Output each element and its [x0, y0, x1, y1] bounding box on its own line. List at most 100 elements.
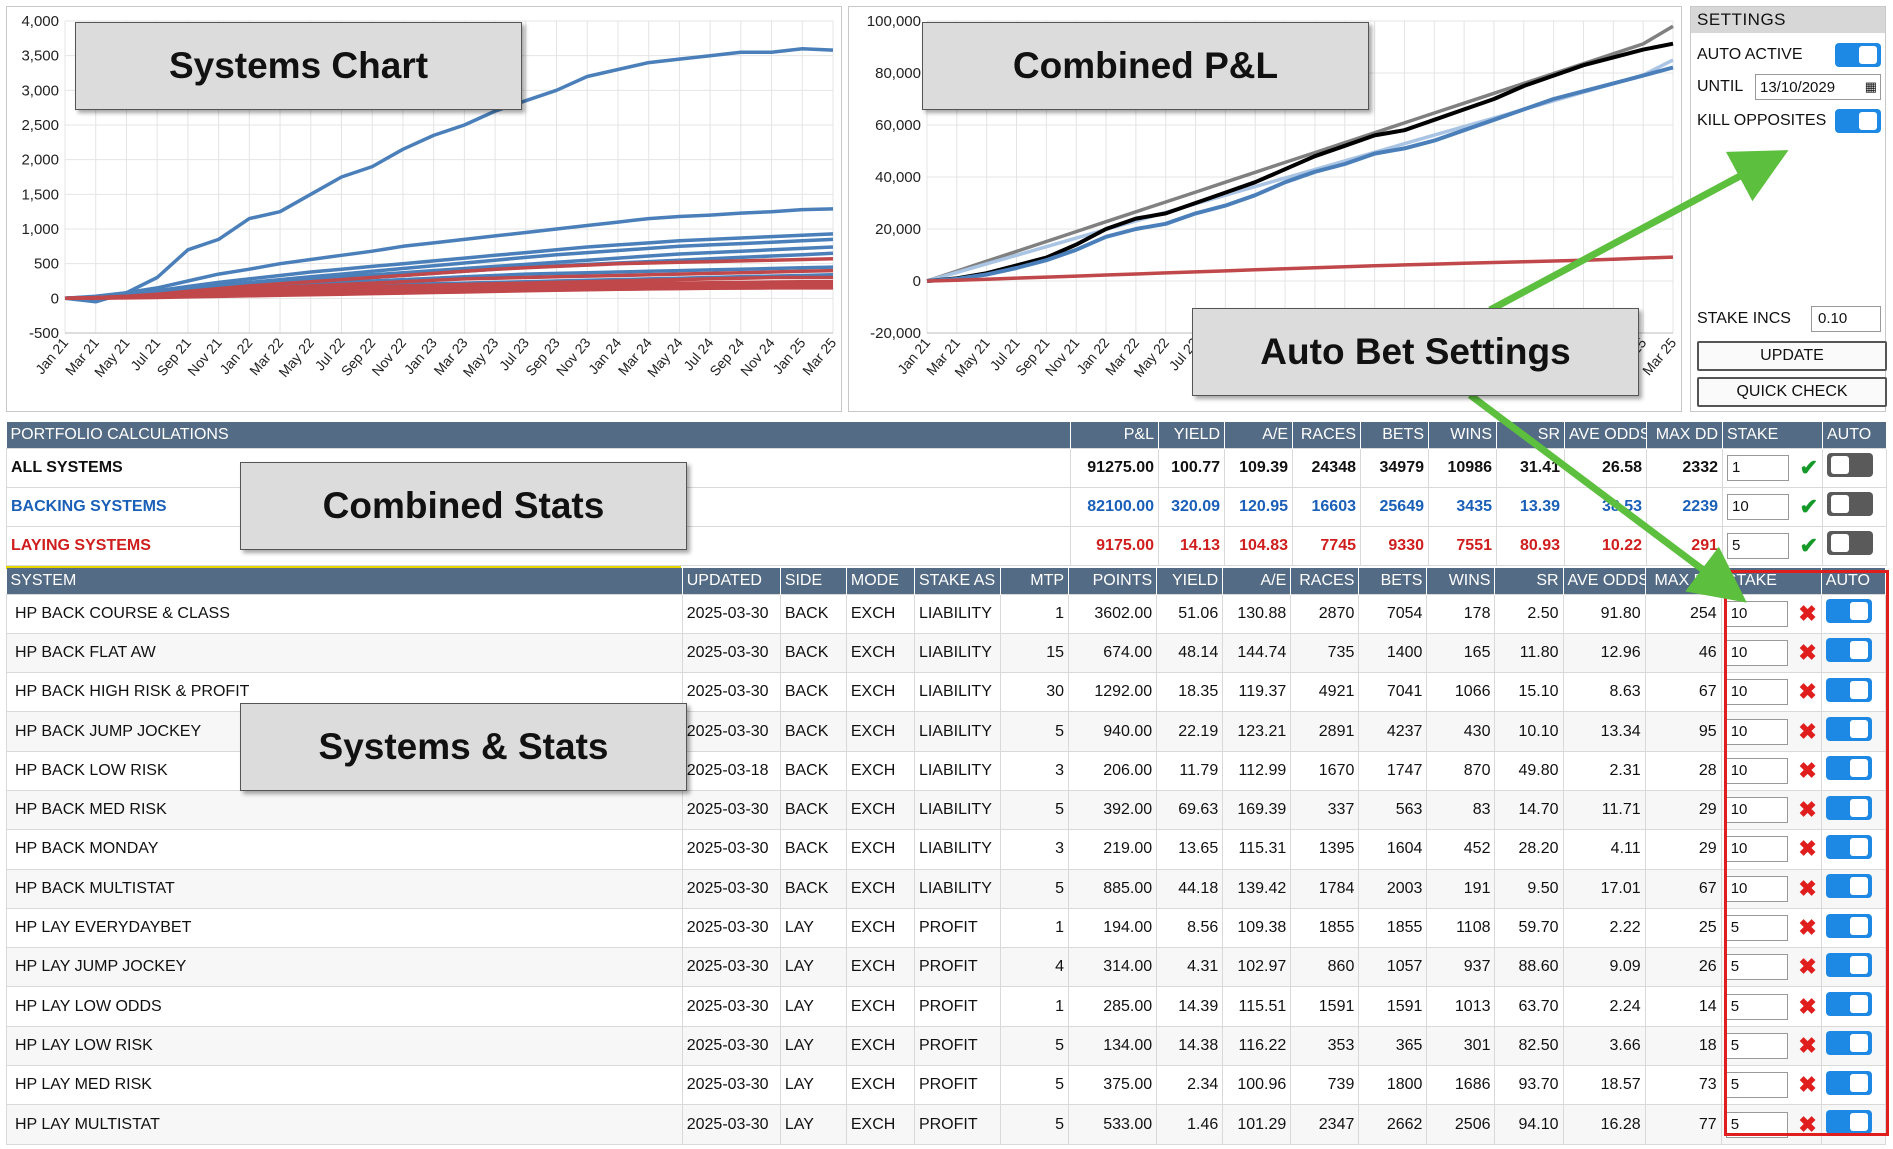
stake-input[interactable]: 10: [1725, 836, 1788, 863]
toggle-knob: [1849, 837, 1868, 856]
auto-toggle[interactable]: [1827, 492, 1873, 516]
cross-icon[interactable]: ✖: [1798, 915, 1817, 941]
systems-col-header[interactable]: MTP: [1000, 568, 1070, 594]
cross-icon[interactable]: ✖: [1798, 993, 1817, 1019]
systems-col-header[interactable]: UPDATED: [682, 568, 781, 594]
stake-input[interactable]: 10: [1725, 797, 1788, 824]
auto-toggle[interactable]: [1825, 677, 1872, 702]
y-tick-label: 500: [34, 256, 59, 273]
table-row[interactable]: HP BACK HIGH RISK & PROFIT 2025-03-30 BACK…: [6, 672, 1887, 713]
systems-col-header[interactable]: SR: [1494, 568, 1564, 594]
stake-input[interactable]: 1: [1727, 454, 1789, 481]
auto-toggle[interactable]: [1825, 795, 1872, 820]
auto-toggle[interactable]: [1825, 638, 1872, 663]
check-icon[interactable]: ✔: [1799, 454, 1818, 480]
systems-col-header[interactable]: BETS: [1358, 568, 1428, 594]
cross-icon[interactable]: ✖: [1798, 875, 1817, 901]
cross-icon[interactable]: ✖: [1798, 757, 1817, 783]
auto-toggle[interactable]: [1825, 717, 1872, 742]
cross-icon[interactable]: ✖: [1798, 639, 1817, 665]
auto-toggle[interactable]: [1825, 756, 1872, 781]
system-cell: 563: [1358, 789, 1428, 831]
table-row[interactable]: HP LAY EVERYDAYBET 2025-03-30 LAY EXCH PROFI…: [6, 907, 1887, 949]
auto-toggle[interactable]: [1827, 453, 1873, 477]
table-row[interactable]: HP BACK FLAT AW 2025-03-30 BACK EXCH LIABILI…: [6, 632, 1887, 674]
system-cell: 4.11: [1562, 829, 1646, 870]
portfolio-col-header[interactable]: AVE ODDS: [1564, 422, 1647, 448]
stake-input[interactable]: 10: [1725, 757, 1788, 784]
stake-incs-input[interactable]: 0.10: [1811, 306, 1881, 332]
table-row[interactable]: HP BACK MULTISTAT 2025-03-30 BACK EXCH LIABI…: [6, 868, 1887, 909]
cross-icon[interactable]: ✖: [1798, 1072, 1817, 1098]
portfolio-col-header[interactable]: AUTO: [1822, 422, 1887, 448]
stake-input[interactable]: 10: [1725, 679, 1788, 706]
table-row[interactable]: HP LAY LOW ODDS 2025-03-30 LAY EXCH PROFIT 1 2…: [6, 986, 1887, 1027]
systems-col-header[interactable]: WINS: [1426, 568, 1496, 594]
kill-opposites-toggle[interactable]: [1835, 109, 1881, 133]
auto-toggle[interactable]: [1827, 531, 1873, 555]
auto-toggle[interactable]: [1825, 1070, 1872, 1095]
systems-col-header[interactable]: AVE ODDS: [1563, 568, 1646, 594]
portfolio-col-header[interactable]: YIELD: [1158, 422, 1225, 448]
portfolio-col-header[interactable]: SR: [1496, 422, 1565, 448]
systems-col-header[interactable]: MODE: [846, 568, 915, 594]
auto-toggle[interactable]: [1825, 1110, 1872, 1134]
table-row[interactable]: HP BACK MED RISK 2025-03-30 BACK EXCH LIABIL…: [6, 789, 1887, 831]
systems-col-header[interactable]: SYSTEM: [6, 568, 683, 594]
cross-icon[interactable]: ✖: [1798, 600, 1817, 626]
cross-icon[interactable]: ✖: [1798, 718, 1817, 744]
stake-input[interactable]: 10: [1725, 600, 1788, 627]
auto-toggle[interactable]: [1825, 913, 1872, 938]
stake-input[interactable]: 5: [1725, 1072, 1788, 1099]
systems-col-header[interactable]: POINTS: [1068, 568, 1158, 594]
portfolio-col-header[interactable]: WINS: [1428, 422, 1497, 448]
cross-icon[interactable]: ✖: [1798, 954, 1817, 980]
auto-toggle[interactable]: [1825, 952, 1872, 977]
portfolio-col-header[interactable]: P&L: [1070, 422, 1159, 448]
check-icon[interactable]: ✔: [1799, 532, 1818, 558]
check-icon[interactable]: ✔: [1799, 493, 1818, 519]
auto-toggle[interactable]: [1825, 874, 1872, 899]
portfolio-col-header[interactable]: STAKE: [1722, 422, 1823, 448]
system-cell: 178: [1426, 593, 1496, 634]
stake-input[interactable]: 5: [1725, 954, 1788, 981]
auto-toggle[interactable]: [1825, 599, 1872, 624]
cross-icon[interactable]: ✖: [1798, 1111, 1817, 1137]
systems-col-header[interactable]: RACES: [1290, 568, 1360, 594]
portfolio-col-header[interactable]: RACES: [1292, 422, 1361, 448]
stake-input[interactable]: 10: [1727, 493, 1789, 520]
calendar-icon[interactable]: ▦: [1864, 79, 1877, 94]
cross-icon[interactable]: ✖: [1798, 797, 1817, 823]
table-row[interactable]: HP BACK COURSE & CLASS 2025-03-30 BACK EXCH…: [6, 593, 1887, 634]
table-row[interactable]: HP LAY JUMP JOCKEY 2025-03-30 LAY EXCH PROFI…: [6, 947, 1887, 988]
stake-input[interactable]: 10: [1725, 875, 1788, 902]
auto-toggle[interactable]: [1825, 1031, 1872, 1056]
quick-check-button[interactable]: QUICK CHECK: [1697, 377, 1887, 407]
system-cell: 9.50: [1494, 868, 1564, 909]
system-cell: 4.31: [1156, 947, 1224, 988]
cross-icon[interactable]: ✖: [1798, 1032, 1817, 1058]
cross-icon[interactable]: ✖: [1798, 679, 1817, 705]
system-cell: 353: [1290, 1025, 1360, 1067]
system-cell: 51.06: [1156, 593, 1224, 634]
systems-col-header[interactable]: YIELD: [1156, 568, 1224, 594]
table-row[interactable]: HP LAY LOW RISK 2025-03-30 LAY EXCH PROFIT 5 1…: [6, 1025, 1887, 1067]
portfolio-col-header[interactable]: PORTFOLIO CALCULATIONS: [6, 422, 1071, 448]
auto-active-toggle[interactable]: [1835, 43, 1881, 67]
system-cell: 365: [1358, 1025, 1428, 1067]
systems-col-header[interactable]: STAKE AS: [914, 568, 1002, 594]
systems-col-header[interactable]: A/E: [1222, 568, 1292, 594]
table-row[interactable]: HP BACK MONDAY 2025-03-30 BACK EXCH LIABILIT…: [6, 829, 1887, 870]
portfolio-col-header[interactable]: MAX DD: [1646, 422, 1723, 448]
system-cell: 14: [1644, 986, 1722, 1027]
table-row[interactable]: HP LAY MULTISTAT 2025-03-30 LAY EXCH PROFIT 5…: [6, 1104, 1887, 1145]
portfolio-col-header[interactable]: BETS: [1360, 422, 1429, 448]
portfolio-col-header[interactable]: A/E: [1224, 422, 1293, 448]
systems-col-header[interactable]: SIDE: [780, 568, 847, 594]
cross-icon[interactable]: ✖: [1798, 836, 1817, 862]
stake-input[interactable]: 10: [1725, 639, 1788, 666]
update-button[interactable]: UPDATE: [1697, 341, 1887, 371]
until-date-input[interactable]: 13/10/2029 ▦: [1755, 74, 1881, 100]
auto-toggle[interactable]: [1825, 834, 1872, 859]
auto-toggle[interactable]: [1825, 992, 1872, 1017]
